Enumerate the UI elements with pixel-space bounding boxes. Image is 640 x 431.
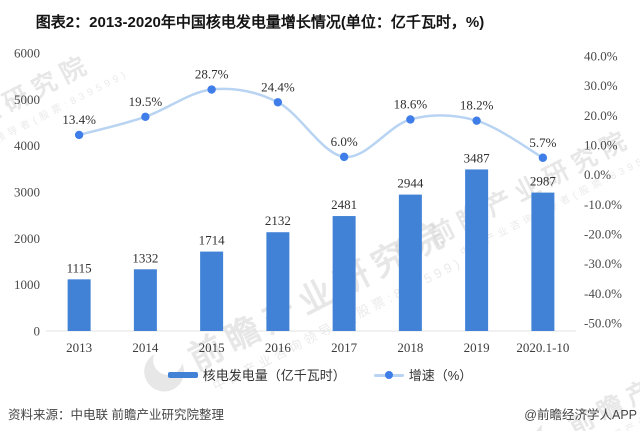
- bars-group: [67, 169, 555, 331]
- line-marker-2018: [406, 115, 415, 124]
- line-marker-2013: [74, 130, 84, 140]
- right-axis-tick: 0.0%: [584, 167, 611, 182]
- left-axis-tick: 2000: [14, 231, 40, 246]
- right-axis-tick: -10.0%: [584, 197, 622, 212]
- left-axis-tick: 4000: [14, 138, 40, 153]
- chart-title: 图表2：2013-2020年中国核电发电量增长情况(单位：亿千瓦时，%): [35, 14, 485, 31]
- growth-line: [77, 87, 545, 160]
- line-value-label: 19.5%: [129, 94, 163, 109]
- bar-2015: [200, 251, 224, 331]
- bar-2014: [133, 269, 157, 331]
- right-axis-tick: 20.0%: [584, 108, 618, 123]
- left-axis-tick: 3000: [14, 185, 40, 200]
- line-value-label: 28.7%: [195, 67, 229, 82]
- bar-value-label: 2987: [530, 174, 557, 189]
- bar-value-label: 2481: [331, 197, 357, 212]
- bar-swatch-icon: [167, 371, 198, 378]
- chart-footer: 资料来源：中电联 前瞻产业研究院整理 @前瞻经济学人APP: [0, 404, 640, 423]
- bar-value-label: 1714: [199, 233, 226, 248]
- line-value-label: 24.4%: [261, 79, 295, 94]
- line-marker-2014: [141, 112, 150, 122]
- line-value-label: 18.6%: [394, 96, 428, 111]
- line-marker-2019: [472, 116, 481, 125]
- right-axis-tick: -30.0%: [584, 256, 622, 271]
- right-axis-tick: 30.0%: [584, 78, 618, 93]
- right-axis-tick: 10.0%: [584, 138, 618, 153]
- x-axis-label: 2015: [199, 340, 225, 355]
- line-dot-swatch-icon: [373, 370, 404, 380]
- left-axis-tick: 6000: [14, 46, 40, 61]
- x-axis-label: 2016: [265, 340, 292, 355]
- x-axis-label: 2017: [331, 340, 358, 355]
- right-axis-tick: -40.0%: [584, 286, 622, 301]
- bar-2013: [67, 279, 91, 331]
- x-axis-label: 2019: [464, 340, 490, 355]
- right-axis-tick: 40.0%: [584, 49, 618, 64]
- bar-2017: [332, 216, 356, 331]
- bar-2020.1-10: [531, 192, 555, 331]
- line-marker-2020.1-10: [538, 153, 548, 162]
- source-note: 资料来源：中电联 前瞻产业研究院整理: [8, 408, 224, 422]
- bar-2016: [266, 232, 290, 331]
- legend-label-growth: 增速（%）: [408, 368, 473, 383]
- x-axis-label: 2020.1-10: [516, 340, 569, 355]
- line-marker-2015: [207, 85, 216, 94]
- x-axis-label: 2014: [132, 340, 159, 355]
- x-axis-label: 2013: [66, 340, 92, 355]
- right-axis-tick: -50.0%: [584, 316, 622, 331]
- right-axis-tick: -20.0%: [584, 227, 622, 242]
- line-value-label: 18.2%: [460, 98, 494, 113]
- left-axis-tick: 1000: [14, 277, 40, 292]
- line-value-label: 5.7%: [529, 135, 556, 150]
- line-value-label: 13.4%: [62, 112, 96, 127]
- credit-note: @前瞻经济学人APP: [524, 408, 637, 422]
- bar-2019: [465, 169, 489, 331]
- left-axis-tick: 0: [34, 324, 41, 339]
- bar-2018: [398, 194, 422, 331]
- line-marker-2016: [273, 98, 283, 107]
- legend-item-growth[interactable]: 增速（%）: [373, 365, 473, 384]
- bar-value-label: 1115: [67, 260, 92, 275]
- bar-value-label: 2944: [397, 176, 424, 191]
- left-axis-tick: 5000: [14, 92, 40, 107]
- bar-value-label: 1332: [132, 250, 158, 265]
- chart-legend: 核电发电量（亿千瓦时） 增速（%）: [0, 365, 640, 384]
- line-marker-2017: [339, 152, 349, 162]
- x-axis-label: 2018: [397, 340, 423, 355]
- line-value-label: 6.0%: [331, 134, 358, 149]
- legend-item-generation[interactable]: 核电发电量（亿千瓦时）: [167, 365, 346, 384]
- bar-value-label: 3487: [464, 150, 491, 165]
- legend-label-generation: 核电发电量（亿千瓦时）: [202, 368, 346, 383]
- bar-value-label: 2132: [265, 213, 291, 228]
